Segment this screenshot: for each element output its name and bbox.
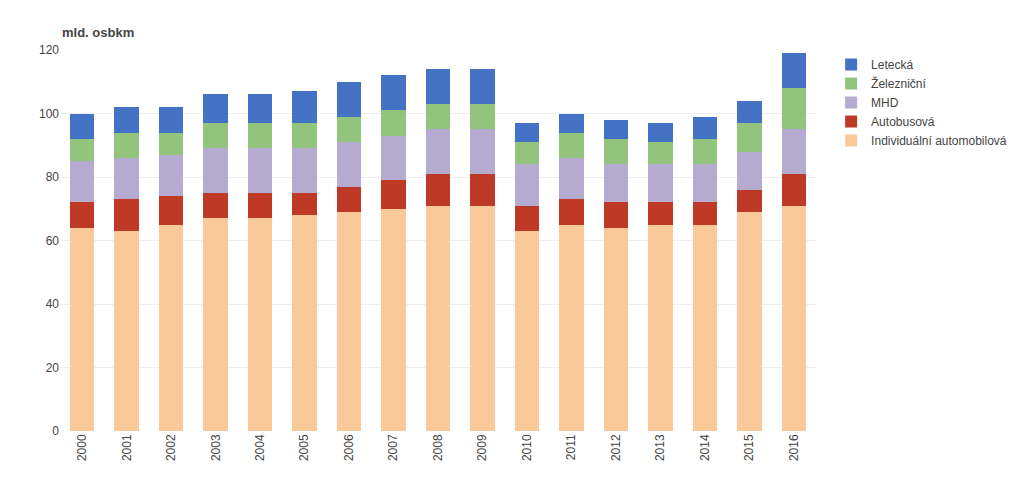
- svg-text:mld. osbkm: mld. osbkm: [62, 25, 134, 40]
- svg-text:120: 120: [39, 43, 59, 57]
- svg-text:2011: 2011: [564, 434, 578, 460]
- svg-text:2002: 2002: [164, 434, 178, 461]
- svg-text:2016: 2016: [787, 434, 801, 461]
- svg-text:2010: 2010: [520, 434, 534, 461]
- svg-text:60: 60: [46, 234, 60, 248]
- svg-text:2007: 2007: [386, 434, 400, 461]
- svg-text:2015: 2015: [742, 434, 756, 461]
- svg-text:100: 100: [39, 107, 59, 121]
- svg-text:2006: 2006: [342, 434, 356, 461]
- svg-text:2014: 2014: [698, 434, 712, 461]
- svg-text:Individuální automobilová: Individuální automobilová: [871, 134, 1007, 148]
- svg-text:2013: 2013: [653, 434, 667, 461]
- svg-text:MHD: MHD: [871, 96, 899, 110]
- svg-text:2000: 2000: [75, 434, 89, 461]
- svg-text:2009: 2009: [475, 434, 489, 461]
- svg-text:0: 0: [52, 424, 59, 438]
- svg-text:Letecká: Letecká: [871, 58, 913, 72]
- svg-text:2005: 2005: [297, 434, 311, 461]
- svg-text:2004: 2004: [253, 434, 267, 461]
- svg-text:2012: 2012: [609, 434, 623, 461]
- svg-text:2001: 2001: [120, 434, 134, 461]
- svg-text:20: 20: [46, 361, 60, 375]
- svg-text:Autobusová: Autobusová: [871, 115, 935, 129]
- svg-text:2003: 2003: [209, 434, 223, 461]
- svg-text:40: 40: [46, 297, 60, 311]
- svg-text:2008: 2008: [431, 434, 445, 461]
- svg-text:80: 80: [46, 170, 60, 184]
- svg-text:Železniční: Železniční: [871, 76, 926, 91]
